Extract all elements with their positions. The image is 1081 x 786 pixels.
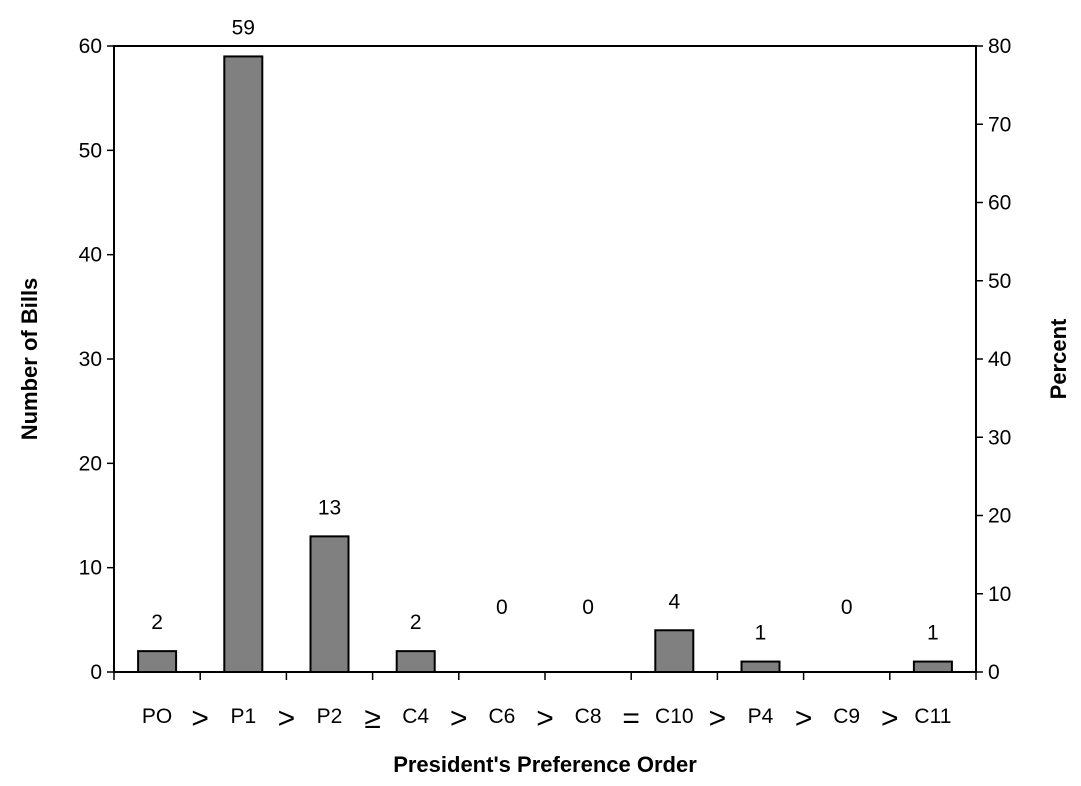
bar xyxy=(395,650,436,674)
left-axis: 0 10 20 30 40 50 60 xyxy=(79,35,114,684)
left-tick-label: 30 xyxy=(79,348,102,371)
category-label: P1 xyxy=(230,705,256,728)
order-separator: > xyxy=(536,702,554,735)
left-tick-label: 10 xyxy=(79,557,102,580)
data-label: 1 xyxy=(927,622,939,645)
category-label: C8 xyxy=(575,705,602,728)
order-separator: > xyxy=(709,702,727,735)
category-label: PO xyxy=(142,705,172,728)
category-label: P4 xyxy=(748,705,774,728)
category-label: C10 xyxy=(655,705,694,728)
data-label: 1 xyxy=(755,622,767,645)
bar xyxy=(309,535,350,673)
data-label: 59 xyxy=(232,16,255,39)
right-tick-label: 10 xyxy=(988,583,1011,606)
category-label: C9 xyxy=(833,705,860,728)
order-separator: > xyxy=(450,702,468,735)
data-labels-group: 2 59 13 2 0 0 4 1 0 1 xyxy=(151,16,938,644)
right-tick-label: 60 xyxy=(988,192,1011,215)
data-label: 0 xyxy=(496,596,508,619)
order-separator: = xyxy=(622,702,640,735)
right-tick-label: 70 xyxy=(988,113,1011,136)
bar xyxy=(654,629,695,673)
bar xyxy=(223,55,264,673)
category-label: C4 xyxy=(402,705,429,728)
y-axis-title-right: Percent xyxy=(1046,318,1071,399)
order-separator: ≥ xyxy=(364,702,380,735)
data-label: 2 xyxy=(410,611,422,634)
data-label: 2 xyxy=(151,611,163,634)
left-tick-label: 60 xyxy=(79,35,102,58)
category-label: C11 xyxy=(914,705,951,728)
right-tick-label: 0 xyxy=(988,661,1000,684)
right-tick-label: 50 xyxy=(988,270,1011,293)
right-tick-label: 20 xyxy=(988,505,1011,528)
left-tick-label: 50 xyxy=(79,139,102,162)
order-separator: > xyxy=(278,702,296,735)
data-label: 4 xyxy=(668,590,680,613)
category-labels-group: PO P1 P2 C4 C6 C8 C10 P4 C9 C11 > > ≥ > > = > > > xyxy=(142,702,951,735)
data-label: 13 xyxy=(318,496,341,519)
left-tick-label: 20 xyxy=(79,452,102,475)
right-tick-label: 30 xyxy=(988,426,1011,449)
left-tick-label: 0 xyxy=(90,661,102,684)
order-separator: > xyxy=(881,702,899,735)
right-tick-label: 40 xyxy=(988,348,1011,371)
order-separator: > xyxy=(795,702,813,735)
right-tick-label: 80 xyxy=(988,35,1011,58)
bars-group xyxy=(137,55,953,674)
x-axis-title: President's Preference Order xyxy=(393,752,697,777)
right-axis: 0 10 20 30 40 50 60 70 80 xyxy=(976,35,1011,684)
data-label: 0 xyxy=(841,596,853,619)
bar xyxy=(740,660,781,673)
bar xyxy=(912,660,953,673)
data-label: 0 xyxy=(582,596,594,619)
left-tick-label: 40 xyxy=(79,244,102,267)
bar xyxy=(137,650,178,674)
order-separator: > xyxy=(191,702,209,735)
category-label: P2 xyxy=(317,705,343,728)
y-axis-title-left: Number of Bills xyxy=(17,278,42,441)
category-label: C6 xyxy=(488,705,515,728)
x-axis xyxy=(113,672,977,680)
